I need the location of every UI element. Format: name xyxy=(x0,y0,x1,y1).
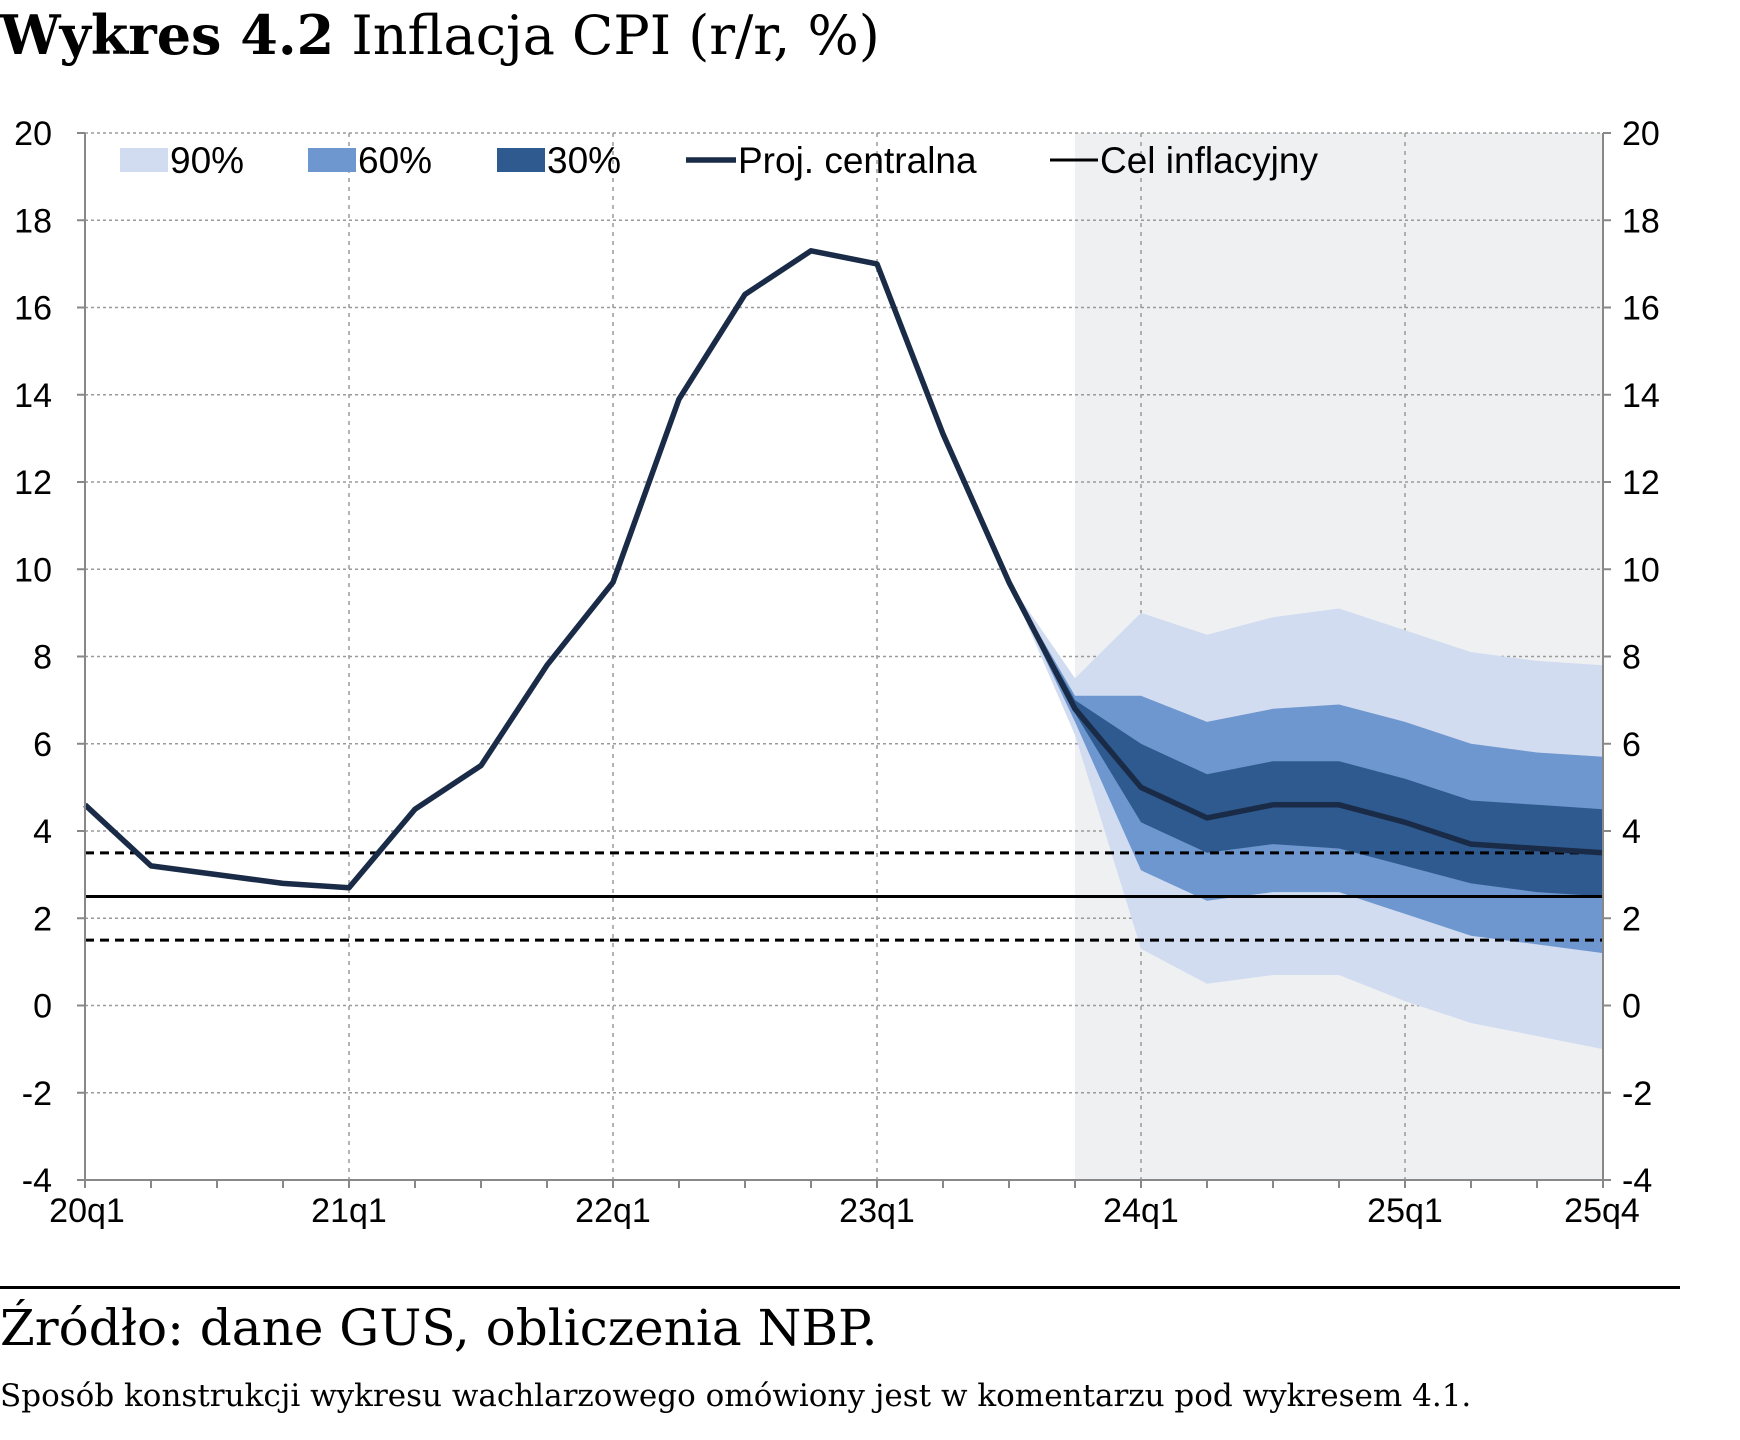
x-tick-label: 24q1 xyxy=(1103,1192,1179,1230)
y-tick-label-left: 8 xyxy=(33,639,52,677)
y-tick-label-right: 0 xyxy=(1622,988,1641,1026)
y-tick-label-right: 18 xyxy=(1622,202,1660,240)
legend-item-band30: 30% xyxy=(497,140,621,181)
figure-label: Wykres 4.2 xyxy=(0,3,335,67)
y-tick-label-right: 14 xyxy=(1622,377,1660,415)
legend-swatch-band30 xyxy=(497,148,545,172)
chart-title: Wykres 4.2 Inflacja CPI (r/r, %) xyxy=(0,0,880,71)
legend-label-band90: 90% xyxy=(170,140,244,181)
y-tick-label-left: 2 xyxy=(33,900,52,938)
x-tick-label: 21q1 xyxy=(311,1192,387,1230)
y-tick-label-right: 6 xyxy=(1622,726,1641,764)
legend-swatch-band90 xyxy=(120,148,168,172)
legend-item-band60: 60% xyxy=(308,140,432,181)
legend-item-target: Cel inflacyjny xyxy=(1050,140,1318,181)
legend-swatch-band60 xyxy=(308,148,356,172)
y-tick-label-right: -4 xyxy=(1622,1162,1652,1200)
legend-label-band30: 30% xyxy=(547,140,621,181)
y-tick-label-left: -2 xyxy=(22,1075,52,1113)
legend-item-band90: 90% xyxy=(120,140,244,181)
y-tick-label-left: 18 xyxy=(14,202,52,240)
y-tick-label-left: 10 xyxy=(14,551,52,589)
figure-title: Inflacja CPI (r/r, %) xyxy=(334,4,880,67)
y-tick-label-left: 0 xyxy=(33,988,52,1026)
y-tick-label-right: 20 xyxy=(1622,115,1660,153)
method-note: Sposób konstrukcji wykresu wachlarzowego… xyxy=(0,1378,1472,1414)
legend-label-central: Proj. centralna xyxy=(738,140,977,181)
legend-item-central: Proj. centralna xyxy=(686,140,977,181)
y-tick-label-right: 8 xyxy=(1622,639,1641,677)
y-tick-label-left: 6 xyxy=(33,726,52,764)
central-projection-line xyxy=(83,248,1604,891)
y-tick-label-right: 16 xyxy=(1622,290,1660,328)
y-tick-label-left: 12 xyxy=(14,464,52,502)
footer-rule xyxy=(0,1286,1680,1289)
legend-label-band60: 60% xyxy=(358,140,432,181)
y-tick-label-left: -4 xyxy=(22,1162,52,1200)
y-tick-label-right: 12 xyxy=(1622,464,1660,502)
cpi-fan-chart: -4 -4 -2 -2 0 0 2 2 4 4 6 6 8 8 10 10 12 12 14 14 16 16 18 18 20… xyxy=(14,115,1660,1230)
legend: 90% 60% 30% Proj. centralna Cel inflacyjny xyxy=(120,140,1318,181)
x-tick-label: 25q1 xyxy=(1367,1192,1443,1230)
y-tick-label-right: -2 xyxy=(1622,1075,1652,1113)
x-tick-label: 23q1 xyxy=(839,1192,915,1230)
y-tick-label-left: 4 xyxy=(33,813,52,851)
y-tick-label-right: 2 xyxy=(1622,900,1641,938)
source-note: Źródło: dane GUS, obliczenia NBP. xyxy=(0,1299,878,1357)
band30-area xyxy=(1009,582,1603,897)
x-tick-label: 22q1 xyxy=(575,1192,651,1230)
y-tick-label-left: 14 xyxy=(14,377,52,415)
legend-label-target: Cel inflacyjny xyxy=(1100,140,1318,181)
y-tick-label-left: 16 xyxy=(14,290,52,328)
y-tick-label-left: 20 xyxy=(14,115,52,153)
y-tick-label-right: 10 xyxy=(1622,551,1660,589)
y-tick-label-right: 4 xyxy=(1622,813,1641,851)
x-tick-label: 20q1 xyxy=(49,1192,125,1230)
x-tick-label: 25q4 xyxy=(1564,1192,1640,1230)
